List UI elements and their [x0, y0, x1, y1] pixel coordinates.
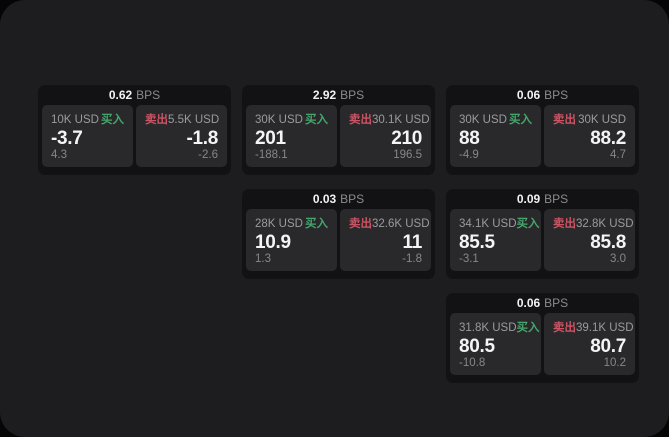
buy-price: 88 — [459, 127, 480, 149]
sell-panel[interactable]: 卖出 30K USD 88.2 4.7 — [544, 105, 635, 167]
quote-card: 2.92 BPS 30K USD 买入 201 -188.1 卖出 — [242, 85, 435, 175]
buy-sub-value: 1.3 — [255, 253, 271, 265]
bps-value: 2.92 — [312, 88, 337, 102]
sell-size-label: 30K USD — [578, 114, 626, 126]
quote-card: 0.62 BPS 10K USD 买入 -3.7 4.3 卖出 — [38, 85, 231, 175]
buy-price: -3.7 — [51, 127, 83, 149]
sell-size-label: 39.1K USD — [576, 322, 634, 334]
card-header: 0.03 BPS — [246, 189, 431, 209]
buy-panel[interactable]: 31.8K USD 买入 80.5 -10.8 — [450, 313, 541, 375]
sell-side-label: 卖出 — [553, 322, 576, 334]
quote-grid: 0.62 BPS 10K USD 买入 -3.7 4.3 卖出 — [38, 85, 639, 383]
quote-panels: 34.1K USD 买入 85.5 -3.1 卖出 32.8K USD 85.8… — [450, 209, 635, 271]
sell-sub-value: -1.8 — [402, 253, 422, 265]
sell-sub-value: -2.6 — [198, 149, 218, 161]
quote-panels: 30K USD 买入 201 -188.1 卖出 30.1K USD 210 1… — [246, 105, 431, 167]
quote-card: 0.03 BPS 28K USD 买入 10.9 1.3 卖出 — [242, 189, 435, 279]
bps-unit: BPS — [544, 192, 569, 206]
sell-panel[interactable]: 卖出 32.8K USD 85.8 3.0 — [544, 209, 635, 271]
buy-panel[interactable]: 28K USD 买入 10.9 1.3 — [246, 209, 337, 271]
sell-size-label: 5.5K USD — [168, 114, 220, 126]
sell-panel[interactable]: 卖出 30.1K USD 210 196.5 — [340, 105, 431, 167]
buy-panel[interactable]: 30K USD 买入 88 -4.9 — [450, 105, 541, 167]
card-header: 0.06 BPS — [450, 293, 635, 313]
bps-unit: BPS — [544, 88, 569, 102]
card-header: 0.09 BPS — [450, 189, 635, 209]
buy-side-label: 买入 — [305, 114, 328, 126]
buy-price: 201 — [255, 127, 286, 149]
quote-panels: 10K USD 买入 -3.7 4.3 卖出 5.5K USD -1.8 -2.… — [42, 105, 227, 167]
buy-sub-value: -4.9 — [459, 149, 479, 161]
quote-card: 0.06 BPS 31.8K USD 买入 80.5 -10.8 卖 — [446, 293, 639, 383]
bps-value: 0.62 — [108, 88, 133, 102]
buy-panel[interactable]: 10K USD 买入 -3.7 4.3 — [42, 105, 133, 167]
buy-side-label: 买入 — [509, 114, 532, 126]
sell-sub-value: 10.2 — [603, 357, 626, 369]
buy-size-label: 30K USD — [255, 114, 303, 126]
bps-value: 0.03 — [312, 192, 337, 206]
bps-unit: BPS — [136, 88, 161, 102]
sell-sub-value: 3.0 — [610, 253, 626, 265]
sell-size-label: 32.6K USD — [372, 218, 430, 230]
sell-size-label: 30.1K USD — [372, 114, 430, 126]
sell-price: 85.8 — [590, 231, 626, 253]
buy-size-label: 34.1K USD — [459, 218, 517, 230]
sell-price: 11 — [402, 231, 423, 253]
sell-side-label: 卖出 — [553, 218, 576, 230]
quote-card: 0.06 BPS 30K USD 买入 88 -4.9 卖出 — [446, 85, 639, 175]
buy-side-label: 买入 — [516, 218, 540, 230]
buy-panel[interactable]: 34.1K USD 买入 85.5 -3.1 — [450, 209, 541, 271]
bps-unit: BPS — [544, 296, 569, 310]
bps-unit: BPS — [340, 88, 365, 102]
buy-size-label: 10K USD — [51, 114, 99, 126]
buy-side-label: 买入 — [305, 218, 328, 230]
card-header: 0.06 BPS — [450, 85, 635, 105]
sell-side-label: 卖出 — [349, 114, 372, 126]
bps-value: 0.06 — [516, 296, 541, 310]
quote-panels: 31.8K USD 买入 80.5 -10.8 卖出 39.1K USD 80.… — [450, 313, 635, 375]
buy-price: 85.5 — [459, 231, 495, 253]
buy-sub-value: -10.8 — [459, 357, 486, 369]
buy-sub-value: 4.3 — [51, 149, 67, 161]
card-header: 0.62 BPS — [42, 85, 227, 105]
sell-side-label: 卖出 — [349, 218, 372, 230]
sell-side-label: 卖出 — [553, 114, 576, 126]
buy-panel[interactable]: 30K USD 买入 201 -188.1 — [246, 105, 337, 167]
sell-side-label: 卖出 — [145, 114, 168, 126]
sell-size-label: 32.8K USD — [576, 218, 634, 230]
sell-sub-value: 196.5 — [393, 149, 422, 161]
buy-side-label: 买入 — [101, 114, 124, 126]
buy-side-label: 买入 — [516, 322, 540, 334]
sell-price: -1.8 — [186, 127, 218, 149]
sell-panel[interactable]: 卖出 39.1K USD 80.7 10.2 — [544, 313, 635, 375]
quote-card: 0.09 BPS 34.1K USD 买入 85.5 -3.1 卖出 — [446, 189, 639, 279]
buy-price: 80.5 — [459, 335, 495, 357]
sell-panel[interactable]: 卖出 5.5K USD -1.8 -2.6 — [136, 105, 227, 167]
bps-value: 0.06 — [516, 88, 541, 102]
buy-price: 10.9 — [255, 231, 291, 253]
buy-size-label: 30K USD — [459, 114, 507, 126]
quote-panels: 28K USD 买入 10.9 1.3 卖出 32.6K USD 11 -1.8 — [246, 209, 431, 271]
buy-sub-value: -188.1 — [255, 149, 288, 161]
buy-size-label: 28K USD — [255, 218, 303, 230]
buy-sub-value: -3.1 — [459, 253, 479, 265]
sell-price: 210 — [391, 127, 422, 149]
sell-panel[interactable]: 卖出 32.6K USD 11 -1.8 — [340, 209, 431, 271]
sell-price: 88.2 — [590, 127, 626, 149]
sell-price: 80.7 — [590, 335, 626, 357]
buy-size-label: 31.8K USD — [459, 322, 517, 334]
card-header: 2.92 BPS — [246, 85, 431, 105]
bps-unit: BPS — [340, 192, 365, 206]
bps-value: 0.09 — [516, 192, 541, 206]
sell-sub-value: 4.7 — [610, 149, 626, 161]
quote-panels: 30K USD 买入 88 -4.9 卖出 30K USD 88.2 4.7 — [450, 105, 635, 167]
